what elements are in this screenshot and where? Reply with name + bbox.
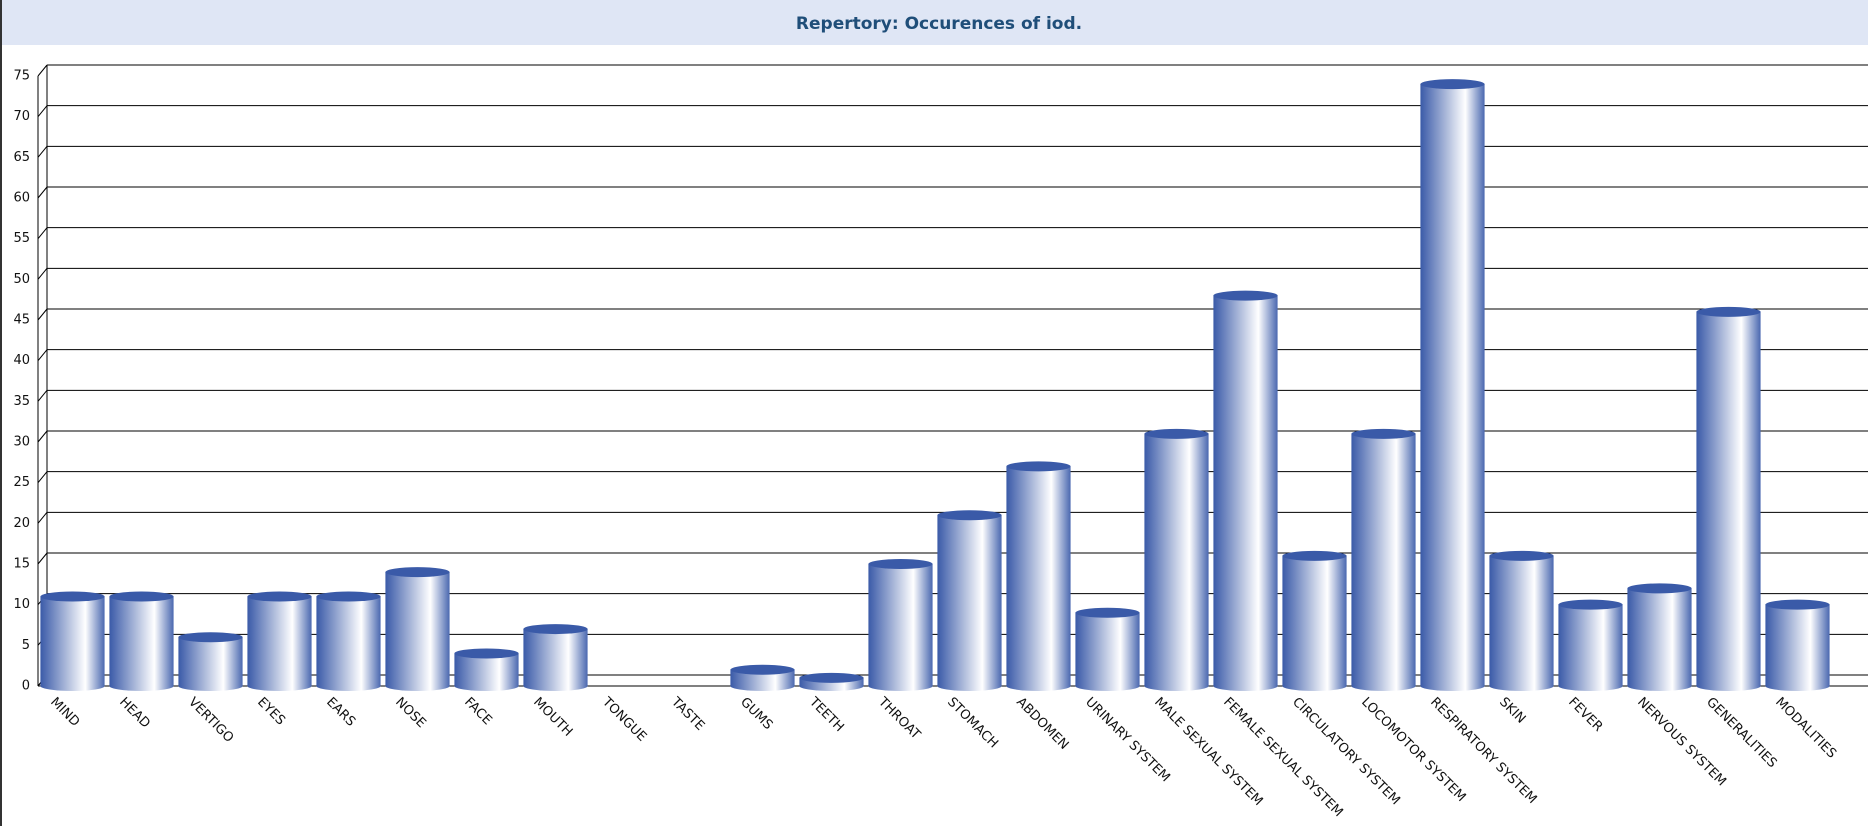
bar — [109, 591, 174, 691]
grid-wall-line — [37, 512, 48, 524]
grid-wall-line — [37, 105, 48, 117]
bar — [868, 559, 933, 692]
bar — [937, 510, 1002, 692]
bar — [799, 672, 864, 692]
bar — [1144, 428, 1209, 691]
grid-wall-line — [37, 308, 48, 321]
grid-wall-line — [37, 64, 48, 77]
grid-wall-line — [37, 390, 48, 402]
y-tick-label: 60 — [13, 191, 30, 206]
grid-wall-line — [37, 268, 48, 280]
grid-wall-line — [37, 146, 48, 158]
bar — [385, 567, 450, 691]
x-tick-label: FEMALE SEXUAL SYSTEM — [1220, 695, 1345, 820]
grid-wall-line — [37, 186, 48, 199]
header-band — [0, 0, 1868, 45]
bar — [1351, 428, 1416, 691]
bar — [40, 591, 105, 691]
grid-wall-line — [37, 471, 48, 483]
y-tick-label: 20 — [13, 516, 30, 531]
x-tick-label: SKIN — [1496, 695, 1528, 727]
x-tick-label: TONGUE — [598, 694, 649, 745]
bar — [1213, 290, 1278, 691]
bar — [178, 632, 243, 691]
y-tick-label: 0 — [22, 679, 30, 694]
x-tick-label: VERTIGO — [185, 695, 236, 746]
bar — [523, 624, 588, 692]
y-tick-label: 55 — [13, 231, 30, 246]
x-tick-label: EYES — [254, 695, 288, 729]
bar — [247, 591, 312, 691]
y-tick-label: 35 — [13, 394, 30, 409]
y-tick-label: 65 — [13, 150, 30, 165]
bar — [1696, 306, 1761, 691]
x-tick-label: EARS — [323, 695, 358, 730]
bar — [1282, 550, 1347, 691]
bar — [316, 591, 381, 691]
x-tick-label: FEVER — [1565, 695, 1605, 735]
grid-wall-line — [37, 227, 48, 239]
x-tick-label: THROAT — [874, 694, 923, 743]
y-tick-label: 15 — [13, 557, 30, 572]
grid-wall-line — [37, 552, 48, 565]
bar — [1075, 607, 1140, 691]
y-tick-label: 75 — [13, 69, 30, 84]
grid-wall-line — [37, 430, 48, 443]
bar — [1765, 599, 1830, 691]
bar — [1558, 599, 1623, 691]
y-tick-label: 25 — [13, 475, 30, 490]
bar — [1489, 550, 1554, 691]
x-tick-label: TASTE — [667, 694, 707, 734]
bar — [730, 664, 795, 692]
chart-title: Repertory: Occurences of iod. — [796, 14, 1082, 34]
x-tick-label: GENERALITIES — [1703, 695, 1779, 771]
grid-wall-line — [37, 349, 48, 361]
x-tick-label: MOUTH — [530, 695, 575, 740]
x-tick-label: GUMS — [737, 695, 775, 733]
y-tick-label: 50 — [13, 272, 30, 287]
bar — [1420, 79, 1485, 691]
x-tick-label: MIND — [47, 695, 82, 730]
y-tick-label: 70 — [13, 109, 30, 124]
y-tick-label: 45 — [13, 313, 30, 328]
bar — [1627, 583, 1692, 691]
x-tick-label: FACE — [461, 695, 494, 728]
bar — [1006, 461, 1071, 691]
y-tick-label: 30 — [13, 435, 30, 450]
x-tick-label: HEAD — [116, 695, 153, 732]
y-tick-label: 10 — [13, 597, 30, 612]
x-tick-label: TEETH — [805, 694, 846, 735]
x-tick-label: STOMACH — [944, 695, 1001, 752]
x-tick-label: MODALITIES — [1772, 695, 1839, 762]
x-tick-label: NOSE — [392, 695, 428, 731]
bar — [454, 648, 519, 691]
y-tick-label: 5 — [22, 638, 30, 653]
x-tick-label: ABDOMEN — [1013, 695, 1071, 753]
y-tick-label: 40 — [13, 353, 30, 368]
